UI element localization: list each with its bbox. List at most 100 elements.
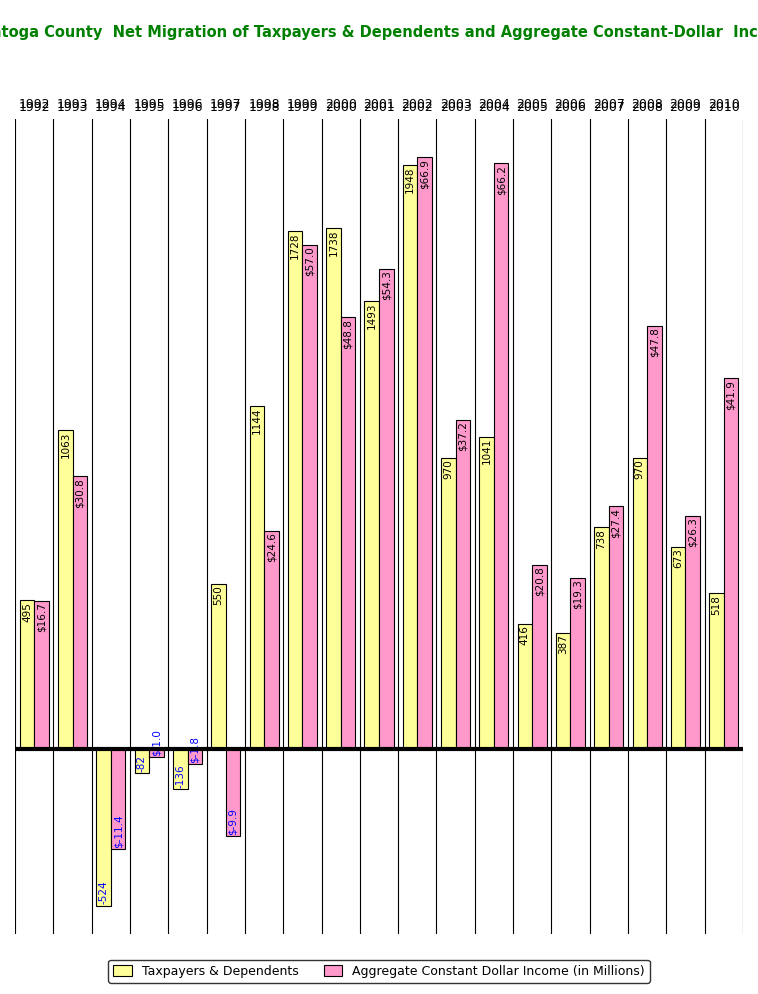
Text: 1997: 1997 (210, 101, 242, 114)
Bar (441, 458, 456, 748)
Text: 2006: 2006 (555, 98, 587, 111)
Text: 1995: 1995 (133, 101, 165, 114)
Text: 1999: 1999 (287, 101, 318, 114)
Text: 1996: 1996 (172, 98, 203, 111)
Text: 2007: 2007 (593, 98, 625, 111)
Text: 1041: 1041 (481, 438, 492, 464)
Bar (34, 601, 49, 748)
Bar (302, 245, 317, 748)
Text: 2000: 2000 (324, 101, 356, 114)
Text: $27.4: $27.4 (611, 508, 621, 538)
Text: 1999: 1999 (287, 98, 318, 111)
Bar (326, 228, 340, 748)
Text: -524: -524 (99, 881, 108, 905)
Text: 495: 495 (22, 601, 32, 621)
Text: 738: 738 (597, 529, 606, 549)
Bar (556, 632, 571, 748)
Text: 2007: 2007 (593, 101, 625, 114)
Text: 673: 673 (673, 549, 683, 569)
Text: 416: 416 (520, 625, 530, 645)
Text: 1994: 1994 (96, 101, 127, 114)
Bar (609, 506, 623, 748)
Text: 2002: 2002 (402, 101, 433, 114)
Text: 1998: 1998 (249, 101, 280, 114)
Text: 1144: 1144 (252, 408, 262, 433)
Bar (226, 748, 240, 836)
Bar (479, 436, 494, 748)
Bar (187, 748, 202, 764)
Text: $54.3: $54.3 (381, 270, 391, 300)
Bar (418, 157, 432, 748)
Text: 2000: 2000 (324, 98, 356, 111)
Bar (494, 163, 509, 748)
Bar (671, 547, 685, 748)
Bar (647, 326, 662, 748)
Text: 2005: 2005 (516, 98, 548, 111)
Text: 2003: 2003 (440, 101, 471, 114)
Text: $30.8: $30.8 (75, 478, 85, 508)
Text: 2004: 2004 (478, 101, 510, 114)
Bar (249, 406, 264, 748)
Bar (20, 600, 34, 748)
Text: $47.8: $47.8 (650, 327, 659, 358)
Text: 1993: 1993 (57, 98, 89, 111)
Text: $66.9: $66.9 (420, 159, 430, 189)
Text: 2010: 2010 (708, 101, 740, 114)
Bar (288, 231, 302, 748)
Text: 2002: 2002 (402, 98, 433, 111)
Text: 1728: 1728 (290, 233, 300, 258)
Text: $24.6: $24.6 (266, 533, 277, 563)
Bar (709, 593, 724, 748)
Text: 2009: 2009 (669, 98, 701, 111)
Text: 2008: 2008 (631, 101, 663, 114)
Bar (264, 531, 279, 748)
Bar (96, 748, 111, 906)
Bar (73, 476, 87, 748)
Text: 1738: 1738 (328, 230, 338, 255)
Bar (518, 624, 532, 748)
Text: -136: -136 (175, 764, 185, 788)
Text: 1994: 1994 (96, 98, 127, 111)
Text: 2004: 2004 (478, 98, 510, 111)
Text: $16.7: $16.7 (36, 602, 46, 632)
Text: 1993: 1993 (57, 101, 89, 114)
Text: $19.3: $19.3 (573, 580, 583, 609)
Text: 1992: 1992 (18, 101, 50, 114)
Text: 387: 387 (558, 634, 568, 654)
Text: 2005: 2005 (516, 101, 548, 114)
Bar (173, 748, 187, 789)
Bar (58, 430, 73, 748)
Text: $-11.4: $-11.4 (113, 814, 124, 848)
Text: $-9.9: $-9.9 (228, 807, 238, 835)
Text: $48.8: $48.8 (343, 319, 353, 349)
Text: 2010: 2010 (708, 98, 740, 111)
Text: 970: 970 (634, 459, 645, 479)
Bar (685, 516, 700, 748)
Text: $41.9: $41.9 (726, 380, 736, 410)
Text: 1992: 1992 (18, 98, 50, 111)
Text: 2001: 2001 (363, 101, 395, 114)
Bar (211, 583, 226, 748)
Text: 1998: 1998 (249, 98, 280, 111)
Bar (532, 565, 547, 748)
Text: $57.0: $57.0 (305, 247, 315, 276)
Bar (340, 317, 356, 748)
Bar (632, 458, 647, 748)
Text: 1995: 1995 (133, 98, 165, 111)
Bar (724, 378, 738, 748)
Text: 2003: 2003 (440, 98, 471, 111)
Text: -82: -82 (137, 754, 147, 771)
Bar (135, 748, 149, 773)
Bar (594, 528, 609, 748)
Text: Saratoga County  Net Migration of Taxpayers & Dependents and Aggregate Constant-: Saratoga County Net Migration of Taxpaye… (0, 25, 758, 40)
Text: 1997: 1997 (210, 98, 242, 111)
Text: 1493: 1493 (367, 302, 377, 329)
Text: 550: 550 (214, 585, 224, 605)
Bar (379, 268, 393, 748)
Bar (456, 419, 470, 748)
Text: 2009: 2009 (669, 101, 701, 114)
Text: 2001: 2001 (363, 98, 395, 111)
Text: 1996: 1996 (172, 101, 203, 114)
Text: $26.3: $26.3 (688, 518, 697, 548)
Text: 1063: 1063 (61, 431, 70, 458)
